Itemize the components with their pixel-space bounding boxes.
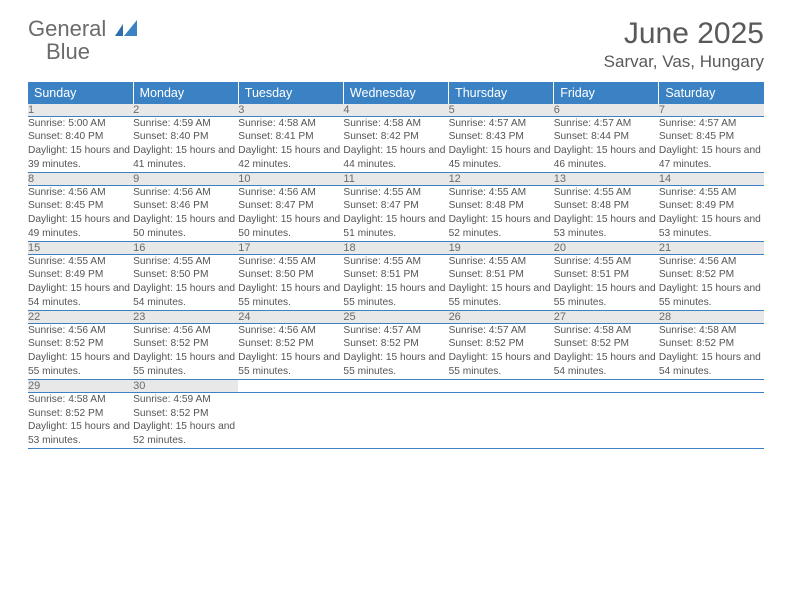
day-number-cell: [343, 379, 448, 392]
day-number-cell: 1: [28, 104, 133, 117]
day-number-cell: 7: [659, 104, 764, 117]
day-number-cell: 25: [343, 310, 448, 323]
day-info-cell: Sunrise: 4:58 AMSunset: 8:42 PMDaylight:…: [343, 116, 448, 172]
day-number-cell: 11: [343, 172, 448, 185]
day-info-cell: Sunrise: 4:55 AMSunset: 8:50 PMDaylight:…: [133, 254, 238, 310]
day-number-cell: 17: [238, 241, 343, 254]
day-number-cell: 30: [133, 379, 238, 392]
day-info-cell: Sunrise: 4:56 AMSunset: 8:52 PMDaylight:…: [133, 323, 238, 379]
day-number-cell: [554, 379, 659, 392]
weekday-header: Tuesday: [238, 82, 343, 104]
day-info-cell: Sunrise: 4:58 AMSunset: 8:41 PMDaylight:…: [238, 116, 343, 172]
day-number-cell: [449, 379, 554, 392]
day-number-cell: 29: [28, 379, 133, 392]
day-number-cell: 2: [133, 104, 238, 117]
day-info-cell: Sunrise: 4:57 AMSunset: 8:52 PMDaylight:…: [343, 323, 448, 379]
day-info-row: Sunrise: 4:56 AMSunset: 8:45 PMDaylight:…: [28, 185, 764, 241]
day-info-cell: Sunrise: 4:56 AMSunset: 8:52 PMDaylight:…: [238, 323, 343, 379]
header: General Blue June 2025 Sarvar, Vas, Hung…: [28, 18, 764, 72]
weekday-header-row: Sunday Monday Tuesday Wednesday Thursday…: [28, 82, 764, 104]
day-info-cell: Sunrise: 4:56 AMSunset: 8:45 PMDaylight:…: [28, 185, 133, 241]
day-info-cell: Sunrise: 4:57 AMSunset: 8:44 PMDaylight:…: [554, 116, 659, 172]
day-number-cell: 28: [659, 310, 764, 323]
day-info-cell: Sunrise: 4:55 AMSunset: 8:47 PMDaylight:…: [343, 185, 448, 241]
weekday-header: Monday: [133, 82, 238, 104]
day-number-cell: 27: [554, 310, 659, 323]
day-number-cell: 26: [449, 310, 554, 323]
day-info-cell: Sunrise: 4:57 AMSunset: 8:43 PMDaylight:…: [449, 116, 554, 172]
day-number-row: 2930: [28, 379, 764, 392]
day-info-cell: [343, 392, 448, 448]
day-number-cell: 24: [238, 310, 343, 323]
day-info-row: Sunrise: 4:56 AMSunset: 8:52 PMDaylight:…: [28, 323, 764, 379]
day-number-cell: 13: [554, 172, 659, 185]
day-info-cell: Sunrise: 4:56 AMSunset: 8:47 PMDaylight:…: [238, 185, 343, 241]
day-number-row: 22232425262728: [28, 310, 764, 323]
day-info-cell: [238, 392, 343, 448]
day-number-row: 891011121314: [28, 172, 764, 185]
day-number-cell: 8: [28, 172, 133, 185]
brand-logo: General Blue: [28, 18, 139, 64]
day-number-cell: 18: [343, 241, 448, 254]
day-info-cell: Sunrise: 4:55 AMSunset: 8:51 PMDaylight:…: [343, 254, 448, 310]
day-number-cell: 5: [449, 104, 554, 117]
day-info-cell: [449, 392, 554, 448]
day-info-cell: Sunrise: 4:55 AMSunset: 8:49 PMDaylight:…: [659, 185, 764, 241]
day-number-cell: 20: [554, 241, 659, 254]
day-info-cell: Sunrise: 4:55 AMSunset: 8:48 PMDaylight:…: [554, 185, 659, 241]
day-info-cell: Sunrise: 4:58 AMSunset: 8:52 PMDaylight:…: [554, 323, 659, 379]
day-number-cell: 19: [449, 241, 554, 254]
weekday-header: Thursday: [449, 82, 554, 104]
brand-word1: General: [28, 16, 106, 41]
day-info-cell: Sunrise: 4:56 AMSunset: 8:52 PMDaylight:…: [28, 323, 133, 379]
day-info-cell: Sunrise: 4:55 AMSunset: 8:51 PMDaylight:…: [554, 254, 659, 310]
day-number-cell: 14: [659, 172, 764, 185]
day-info-cell: Sunrise: 4:55 AMSunset: 8:49 PMDaylight:…: [28, 254, 133, 310]
day-number-cell: [659, 379, 764, 392]
day-info-cell: Sunrise: 4:58 AMSunset: 8:52 PMDaylight:…: [659, 323, 764, 379]
weekday-header: Friday: [554, 82, 659, 104]
day-info-cell: Sunrise: 4:55 AMSunset: 8:50 PMDaylight:…: [238, 254, 343, 310]
day-number-cell: 21: [659, 241, 764, 254]
day-number-cell: 15: [28, 241, 133, 254]
calendar-table: Sunday Monday Tuesday Wednesday Thursday…: [28, 82, 764, 449]
day-number-cell: 16: [133, 241, 238, 254]
day-info-cell: Sunrise: 4:58 AMSunset: 8:52 PMDaylight:…: [28, 392, 133, 448]
day-info-row: Sunrise: 4:58 AMSunset: 8:52 PMDaylight:…: [28, 392, 764, 448]
weekday-header: Saturday: [659, 82, 764, 104]
day-number-row: 15161718192021: [28, 241, 764, 254]
day-info-cell: Sunrise: 4:59 AMSunset: 8:40 PMDaylight:…: [133, 116, 238, 172]
day-info-row: Sunrise: 5:00 AMSunset: 8:40 PMDaylight:…: [28, 116, 764, 172]
day-info-cell: Sunrise: 4:56 AMSunset: 8:52 PMDaylight:…: [659, 254, 764, 310]
day-number-row: 1234567: [28, 104, 764, 117]
day-number-cell: 12: [449, 172, 554, 185]
day-number-cell: [238, 379, 343, 392]
brand-mark-icon: [115, 20, 139, 36]
day-info-cell: Sunrise: 4:59 AMSunset: 8:52 PMDaylight:…: [133, 392, 238, 448]
day-info-cell: Sunrise: 4:57 AMSunset: 8:45 PMDaylight:…: [659, 116, 764, 172]
day-info-cell: Sunrise: 4:55 AMSunset: 8:48 PMDaylight:…: [449, 185, 554, 241]
day-info-cell: [659, 392, 764, 448]
day-info-row: Sunrise: 4:55 AMSunset: 8:49 PMDaylight:…: [28, 254, 764, 310]
page-title: June 2025: [604, 18, 764, 50]
brand-word2: Blue: [46, 39, 90, 64]
day-info-cell: Sunrise: 5:00 AMSunset: 8:40 PMDaylight:…: [28, 116, 133, 172]
day-info-cell: Sunrise: 4:57 AMSunset: 8:52 PMDaylight:…: [449, 323, 554, 379]
weekday-header: Sunday: [28, 82, 133, 104]
day-info-cell: Sunrise: 4:55 AMSunset: 8:51 PMDaylight:…: [449, 254, 554, 310]
day-number-cell: 10: [238, 172, 343, 185]
day-number-cell: 4: [343, 104, 448, 117]
day-info-cell: [554, 392, 659, 448]
day-number-cell: 6: [554, 104, 659, 117]
day-number-cell: 3: [238, 104, 343, 117]
location-text: Sarvar, Vas, Hungary: [604, 52, 764, 72]
day-number-cell: 23: [133, 310, 238, 323]
day-info-cell: Sunrise: 4:56 AMSunset: 8:46 PMDaylight:…: [133, 185, 238, 241]
day-number-cell: 9: [133, 172, 238, 185]
day-number-cell: 22: [28, 310, 133, 323]
weekday-header: Wednesday: [343, 82, 448, 104]
